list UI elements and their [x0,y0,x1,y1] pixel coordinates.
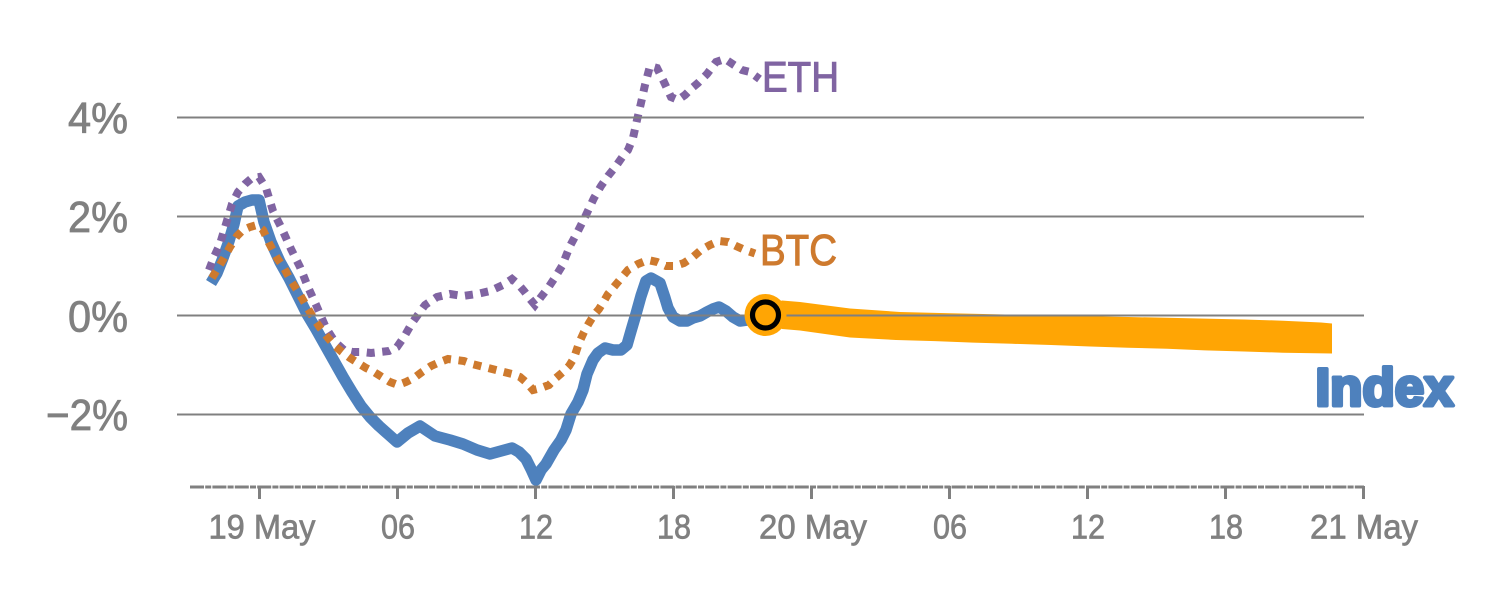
svg-text:12: 12 [1071,509,1105,547]
svg-text:12: 12 [519,509,553,547]
svg-text:4%: 4% [68,94,128,143]
svg-text:2%: 2% [68,193,128,242]
svg-text:06: 06 [933,509,967,547]
svg-text:18: 18 [657,509,691,547]
svg-text:−2%: −2% [46,391,128,440]
svg-text:18: 18 [1209,509,1243,547]
svg-text:BTC: BTC [760,226,837,275]
svg-text:Index: Index [1316,359,1455,418]
svg-text:19 May: 19 May [209,509,316,547]
svg-text:06: 06 [381,509,415,547]
svg-text:ETH: ETH [762,54,839,102]
svg-text:21 May: 21 May [1310,509,1418,547]
svg-text:20 May: 20 May [759,509,867,547]
svg-text:0%: 0% [68,293,128,342]
